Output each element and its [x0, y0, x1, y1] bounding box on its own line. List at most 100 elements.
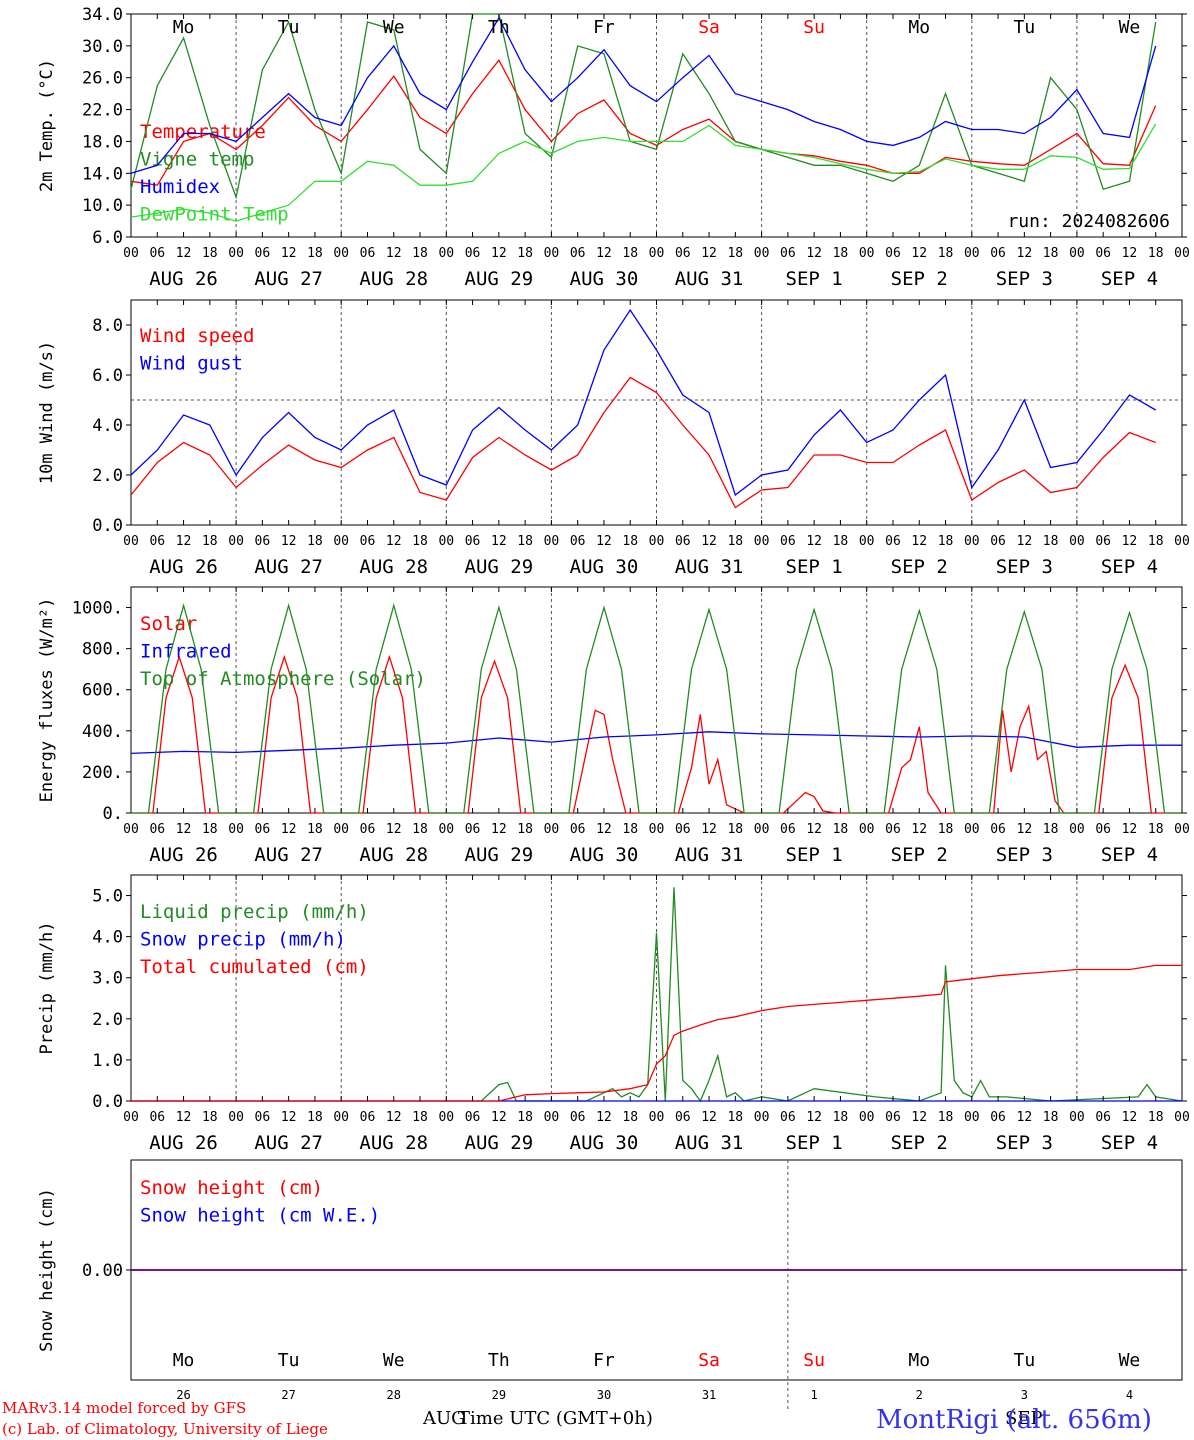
hour-tick-label: 18 — [307, 246, 323, 261]
date-label: SEP 4 — [1101, 268, 1158, 290]
y-tick-label: 6.0 — [92, 228, 123, 248]
legend-entry: Wind gust — [140, 353, 243, 375]
date-label: AUG 29 — [465, 556, 534, 578]
weekday-label-bottom: Sa — [698, 1350, 720, 1371]
hour-tick-label: 06 — [360, 1110, 376, 1125]
hour-tick-label: 06 — [570, 1110, 586, 1125]
weekday-label-bottom: Su — [803, 1350, 825, 1371]
hour-tick-label: 18 — [517, 534, 533, 549]
hour-tick-label: 00 — [964, 822, 980, 837]
hour-tick-label: 12 — [176, 246, 192, 261]
series-line-1-3 — [130, 16, 1157, 174]
hour-tick-label: 06 — [885, 534, 901, 549]
series-line-2-1 — [130, 376, 1156, 509]
legend-entry: Top of Atmosphere (Solar) — [140, 668, 426, 690]
date-label: AUG 27 — [254, 556, 323, 578]
date-label: AUG 31 — [675, 1132, 744, 1154]
hour-tick-label: 06 — [149, 246, 165, 261]
hour-tick-label: 18 — [622, 1110, 638, 1125]
legend-entry: Total cumulated (cm) — [140, 956, 369, 978]
hour-tick-label: 06 — [780, 534, 796, 549]
y-axis-label: Snow height (cm) — [37, 1188, 57, 1352]
hour-tick-label: 06 — [990, 1110, 1006, 1125]
hour-tick-label: 18 — [412, 534, 428, 549]
hour-tick-label: 06 — [255, 822, 271, 837]
legend-entry: Solar — [140, 613, 197, 635]
day-number: 29 — [492, 1388, 506, 1402]
series-line-1-4 — [130, 123, 1157, 222]
date-label: AUG 26 — [149, 1132, 218, 1154]
hour-tick-label: 06 — [1095, 822, 1111, 837]
hour-tick-label: 12 — [1122, 246, 1138, 261]
y-tick-label: 2.0 — [92, 1010, 123, 1030]
hour-tick-label: 00 — [1174, 246, 1190, 261]
date-label: AUG 29 — [465, 844, 534, 866]
y-axis-label: Energy fluxes (W/m²) — [37, 598, 57, 803]
hour-tick-label: 00 — [1174, 1110, 1190, 1125]
date-label: AUG 26 — [149, 268, 218, 290]
y-tick-label: 1.0 — [92, 1051, 123, 1071]
y-tick-label: 26.0 — [82, 69, 123, 89]
hour-tick-label: 12 — [911, 246, 927, 261]
weekday-label: Mo — [908, 17, 930, 38]
hour-tick-label: 12 — [176, 1110, 192, 1125]
hour-tick-label: 00 — [438, 822, 454, 837]
weekday-label: Th — [488, 17, 510, 38]
y-axis-label: 2m Temp. (°C) — [37, 59, 57, 192]
hour-tick-label: 18 — [727, 246, 743, 261]
hour-tick-label: 18 — [1148, 534, 1164, 549]
hour-tick-label: 00 — [859, 246, 875, 261]
day-number: 2 — [916, 1388, 923, 1402]
day-number: 28 — [387, 1388, 401, 1402]
legend-entry: Humidex — [140, 176, 220, 198]
date-label: AUG 29 — [465, 268, 534, 290]
date-label: SEP 4 — [1101, 844, 1158, 866]
hour-tick-label: 06 — [780, 246, 796, 261]
hour-tick-label: 18 — [622, 246, 638, 261]
hour-tick-label: 12 — [491, 246, 507, 261]
hour-tick-label: 18 — [1043, 822, 1059, 837]
hour-tick-label: 18 — [727, 822, 743, 837]
hour-tick-label: 18 — [307, 534, 323, 549]
hour-tick-label: 12 — [911, 534, 927, 549]
hour-tick-label: 00 — [649, 822, 665, 837]
date-label: SEP 4 — [1101, 1132, 1158, 1154]
hour-tick-label: 18 — [833, 246, 849, 261]
hour-tick-label: 00 — [859, 534, 875, 549]
y-tick-label: 8.0 — [92, 316, 123, 336]
date-label: AUG 28 — [359, 1132, 428, 1154]
hour-tick-label: 12 — [176, 822, 192, 837]
hour-tick-label: 12 — [281, 1110, 297, 1125]
hour-tick-label: 18 — [517, 822, 533, 837]
weekday-label: Mo — [173, 17, 195, 38]
panel-5: 0.00 Snow height (cm) Snow height (cm) Snow… — [37, 1159, 1187, 1410]
hour-tick-label: 00 — [123, 246, 139, 261]
date-label: AUG 27 — [254, 268, 323, 290]
hour-tick-label: 00 — [754, 822, 770, 837]
hour-tick-label: 00 — [333, 246, 349, 261]
hour-tick-label: 18 — [1043, 246, 1059, 261]
hour-tick-label: 00 — [1174, 534, 1190, 549]
day-number: 4 — [1126, 1388, 1133, 1402]
hour-tick-label: 06 — [360, 822, 376, 837]
hour-tick-label: 06 — [990, 246, 1006, 261]
y-tick-label: 4.0 — [92, 928, 123, 948]
weekday-label-bottom: Th — [488, 1350, 510, 1371]
hour-tick-label: 06 — [1095, 534, 1111, 549]
hour-tick-label: 12 — [386, 1110, 402, 1125]
date-label: SEP 2 — [891, 844, 948, 866]
hour-tick-label: 18 — [1043, 1110, 1059, 1125]
day-number: 26 — [176, 1388, 190, 1402]
hour-tick-label: 06 — [675, 822, 691, 837]
hour-tick-label: 06 — [255, 534, 271, 549]
station-title: MontRigi (alt. 656m) — [876, 1405, 1152, 1435]
date-label: AUG 31 — [675, 844, 744, 866]
hour-tick-label: 18 — [1148, 822, 1164, 837]
date-label: AUG 27 — [254, 844, 323, 866]
weekday-label-bottom: Tu — [278, 1350, 300, 1371]
hour-tick-label: 06 — [570, 534, 586, 549]
hour-tick-label: 00 — [438, 246, 454, 261]
hour-tick-label: 06 — [360, 246, 376, 261]
y-tick-label: 10.0 — [82, 196, 123, 216]
y-tick-label: 18.0 — [82, 132, 123, 152]
